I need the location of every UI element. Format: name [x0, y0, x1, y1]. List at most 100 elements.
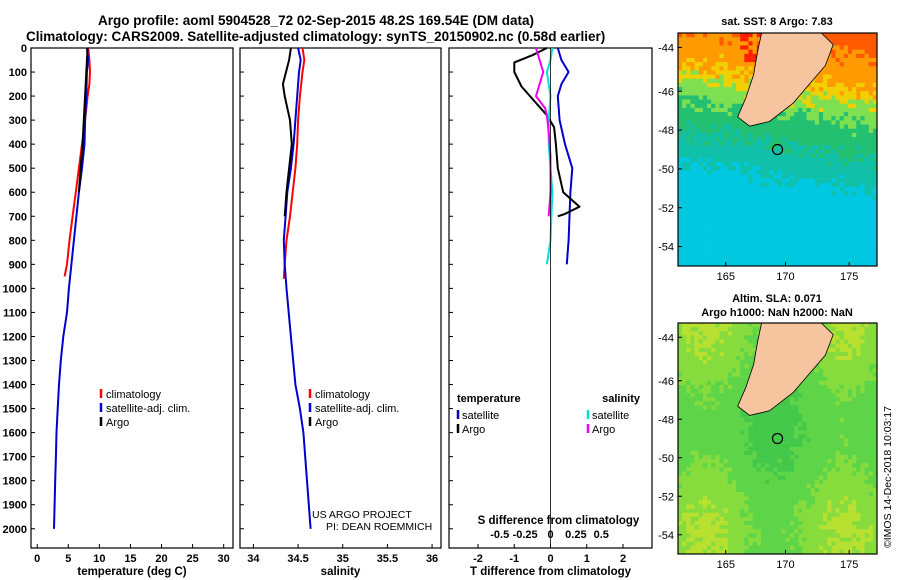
map-cell [864, 95, 870, 100]
map-cell [823, 455, 828, 460]
map-cell [852, 74, 857, 80]
map-cell [868, 157, 874, 163]
map-cell [806, 261, 811, 267]
map-cell [839, 166, 845, 171]
map-cell [711, 186, 716, 192]
map-cell [785, 401, 791, 406]
map-cell [678, 120, 683, 125]
map-cell [723, 53, 729, 59]
map-cell [831, 368, 836, 373]
map-cell [694, 335, 700, 340]
map-cell [852, 33, 857, 38]
map-cell [856, 430, 861, 435]
map-cell [740, 471, 745, 476]
map-cell [682, 413, 687, 419]
map-cell [872, 224, 878, 229]
map-cell [823, 380, 828, 386]
map-cell [686, 323, 691, 328]
map-cell [823, 33, 828, 38]
map-cell [765, 174, 770, 179]
map-cell [847, 471, 853, 476]
map-cell [798, 438, 803, 443]
map-cell [678, 384, 683, 390]
map-cell [760, 186, 766, 192]
map-cell [707, 78, 712, 84]
map-cell [678, 70, 683, 75]
map-cell [686, 413, 691, 419]
map-cell [690, 57, 695, 63]
map-cell [872, 62, 878, 67]
map-cell [736, 95, 741, 100]
map-cell [868, 191, 874, 196]
map-cell [852, 203, 857, 209]
map-cell [752, 153, 758, 159]
map-cell [736, 347, 741, 353]
map-cell [847, 409, 853, 415]
map-cell [777, 488, 782, 493]
map-cell [852, 186, 857, 192]
map-cell [827, 434, 832, 439]
map-cell [872, 66, 878, 71]
map-cell [686, 249, 691, 254]
map-cell [773, 467, 778, 472]
map-cell [723, 178, 729, 184]
map-cell [678, 347, 683, 353]
map-cell [794, 442, 799, 448]
map-cell [760, 241, 766, 246]
map-cell [678, 236, 683, 242]
map-cell [823, 364, 828, 369]
map-cell [719, 389, 724, 394]
map-cell [678, 455, 683, 460]
map-cell [798, 393, 803, 398]
map-cell [752, 500, 758, 505]
map-cell [723, 360, 729, 365]
map-cell [860, 253, 865, 258]
map-cell [852, 446, 857, 452]
map-cell [711, 62, 716, 67]
map-cell [723, 57, 729, 63]
map-cell [802, 166, 807, 171]
map-cell [789, 413, 795, 419]
map-cell [847, 186, 853, 192]
map-cell [872, 120, 878, 125]
map-cell [818, 141, 824, 146]
map-cell [707, 459, 712, 464]
map-cell [748, 207, 753, 213]
map-cell [818, 438, 824, 443]
map-cell [794, 103, 799, 109]
map-cell [818, 393, 824, 398]
map-cell [769, 446, 774, 452]
map-cell [789, 479, 795, 485]
map-cell [839, 149, 845, 154]
map-cell [806, 141, 811, 146]
map-cell [707, 232, 712, 238]
map-cell [756, 141, 762, 146]
map-cell [856, 232, 861, 238]
map-cell [769, 195, 774, 200]
map-cell [682, 360, 687, 365]
map-cell [748, 228, 753, 234]
map-cell [860, 335, 865, 340]
map-cell [818, 417, 824, 423]
map-cell [711, 141, 716, 146]
map-cell [682, 343, 687, 349]
map-cell [823, 323, 828, 328]
map-cell [827, 178, 832, 184]
map-cell [694, 442, 700, 448]
map-cell [852, 195, 857, 200]
map-cell [814, 372, 820, 377]
map-cell [777, 128, 782, 134]
map-cell [719, 364, 724, 369]
map-cell [823, 430, 828, 435]
map-cell [856, 174, 861, 179]
map-cell [731, 161, 737, 167]
map-cell [686, 430, 691, 435]
map-cell [781, 488, 787, 493]
map-cell [682, 339, 687, 344]
map-cell [715, 211, 720, 217]
map-cell [723, 455, 729, 460]
map-cell [719, 335, 724, 340]
map-cell [798, 405, 803, 410]
map-cell [731, 463, 737, 468]
map-cell [777, 145, 782, 150]
